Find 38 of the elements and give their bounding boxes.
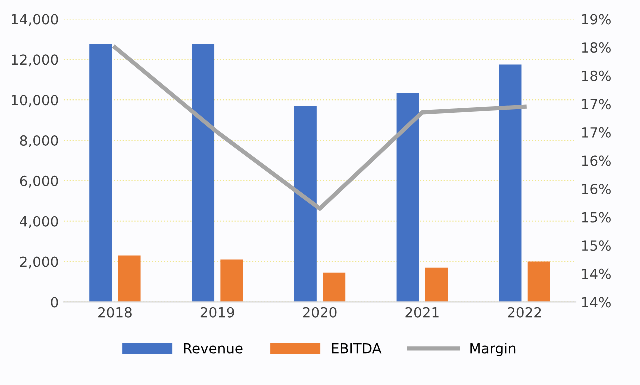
y2-tick-label: 17% xyxy=(582,99,611,110)
y2-tick-label: 19% xyxy=(582,14,611,25)
y2-tick-label: 18% xyxy=(582,42,611,54)
y2-tick-label: 16% xyxy=(582,156,611,166)
y-tick-label: 6,000 xyxy=(20,176,58,188)
y-tick-label: 14,000 xyxy=(12,14,58,26)
x-tick-label: 2018 xyxy=(98,307,132,318)
y-tick-label: 0 xyxy=(51,297,58,308)
bar xyxy=(396,93,420,302)
x-tick-label: 2019 xyxy=(200,307,234,318)
y2-tick-label: 15% xyxy=(582,212,611,223)
y-tick-label: 8,000 xyxy=(20,135,58,148)
y-tick-label: 12,000 xyxy=(12,54,58,67)
legend-label: EBITDA xyxy=(332,343,382,354)
y-tick-label: 4,000 xyxy=(20,216,58,228)
bar xyxy=(294,106,317,302)
y-tick-label: 2,000 xyxy=(20,256,58,269)
bar xyxy=(192,44,215,302)
bar xyxy=(118,256,141,302)
bar xyxy=(323,272,346,302)
y2-tick-label: 16% xyxy=(582,184,611,195)
y2-tick-label: 14% xyxy=(582,268,611,280)
bar xyxy=(528,262,550,302)
y2-tick-label: 15% xyxy=(582,240,611,252)
y2-tick-label: 17% xyxy=(582,127,611,138)
bar xyxy=(220,260,244,302)
x-tick-label: 2021 xyxy=(406,307,439,318)
x-tick-label: 2020 xyxy=(303,307,337,318)
line-series xyxy=(113,45,527,211)
bar xyxy=(90,44,112,302)
y2-tick-label: 14% xyxy=(582,297,611,308)
y-tick-label: 10,000 xyxy=(12,95,58,107)
x-tick-label: 2022 xyxy=(508,307,542,318)
legend-label: Margin xyxy=(470,343,516,356)
y2-tick-label: 18% xyxy=(582,70,611,82)
legend-label: Revenue xyxy=(184,343,243,354)
bar xyxy=(499,64,522,302)
bar xyxy=(425,268,448,302)
